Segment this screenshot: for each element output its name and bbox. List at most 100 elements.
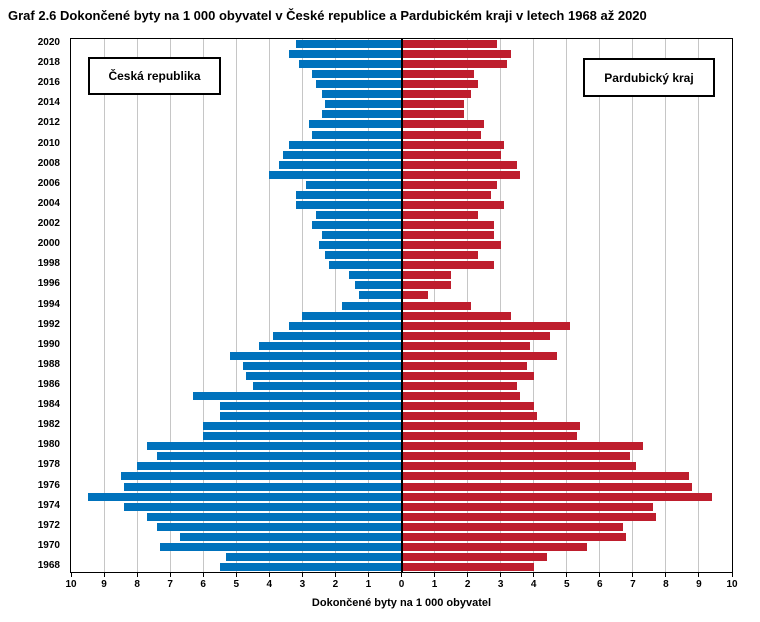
bar-pk-1975 xyxy=(401,492,713,501)
bar-pk-1971 xyxy=(401,532,627,541)
x-tick-mark xyxy=(235,573,237,577)
bar-pk-1974 xyxy=(401,502,653,511)
x-tick-label: 10 xyxy=(65,579,77,590)
x-tick-mark xyxy=(367,573,369,577)
x-tick-label: 9 xyxy=(696,579,702,590)
bar-pk-1988 xyxy=(401,361,528,370)
bar-cz-1975 xyxy=(87,492,402,501)
bar-cz-2009 xyxy=(282,150,402,159)
x-tick-label: 6 xyxy=(200,579,206,590)
bar-cz-2013 xyxy=(322,110,402,119)
bar-cz-2010 xyxy=(289,140,402,149)
bar-cz-1969 xyxy=(226,552,402,561)
bar-cz-1971 xyxy=(180,532,402,541)
bar-cz-1977 xyxy=(120,472,402,481)
x-tick-label: 2 xyxy=(332,579,339,590)
legend-box-pardubicky-kraj: Pardubický kraj xyxy=(583,58,715,97)
bar-cz-1978 xyxy=(137,462,402,471)
bar-pk-1985 xyxy=(401,392,521,400)
x-tick-label: 8 xyxy=(663,579,669,590)
chart-title: Graf 2.6 Dokončené byty na 1 000 obyvate… xyxy=(8,8,647,23)
x-tick-label: 0 xyxy=(398,579,405,590)
bar-cz-1997 xyxy=(348,271,402,280)
year-label-1984: 1984 xyxy=(37,399,60,411)
bar-pk-2014 xyxy=(401,100,465,109)
bar-pk-2005 xyxy=(401,190,491,199)
x-tick-label: 6 xyxy=(597,579,603,590)
bar-pk-1976 xyxy=(401,482,693,491)
x-tick-mark xyxy=(202,573,204,577)
bar-pk-1968 xyxy=(401,562,534,571)
bar-pk-1994 xyxy=(401,301,471,310)
bar-pk-2008 xyxy=(401,160,518,169)
bar-cz-2000 xyxy=(318,241,402,250)
x-tick-mark xyxy=(334,573,336,577)
x-tick-label: 3 xyxy=(299,579,306,590)
bar-pk-2016 xyxy=(401,80,478,89)
x-tick-mark xyxy=(500,573,502,577)
bar-pk-2007 xyxy=(401,170,521,179)
bar-cz-1986 xyxy=(252,381,402,390)
year-label-2010: 2010 xyxy=(37,137,60,149)
year-label-2004: 2004 xyxy=(37,197,60,209)
year-label-1968: 1968 xyxy=(37,559,60,571)
bar-pk-2009 xyxy=(401,150,501,159)
bar-pk-1996 xyxy=(401,281,452,290)
bar-pk-1978 xyxy=(401,462,637,471)
year-label-2014: 2014 xyxy=(37,97,60,109)
x-tick-label: 5 xyxy=(233,579,240,590)
year-label-2012: 2012 xyxy=(37,117,60,129)
x-tick-label: 8 xyxy=(134,579,140,590)
bar-cz-1994 xyxy=(342,301,402,310)
bar-pk-2011 xyxy=(401,130,481,139)
bar-cz-1999 xyxy=(325,251,402,260)
x-tick-mark xyxy=(566,573,568,577)
x-tick-label: 2 xyxy=(464,579,471,590)
bar-cz-2002 xyxy=(312,221,402,230)
bar-pk-2019 xyxy=(401,50,511,59)
bar-pk-1991 xyxy=(401,331,551,340)
x-tick-mark xyxy=(467,573,469,577)
x-tick-label: 1 xyxy=(365,579,372,590)
bar-pk-1993 xyxy=(401,311,511,320)
x-tick-label: 4 xyxy=(266,579,273,590)
bar-cz-1980 xyxy=(147,442,402,451)
bar-cz-2019 xyxy=(289,50,402,59)
bar-pk-2003 xyxy=(401,210,478,219)
bar-cz-2005 xyxy=(295,190,402,199)
year-label-2000: 2000 xyxy=(37,238,60,250)
bar-pk-1992 xyxy=(401,321,571,330)
x-tick-mark xyxy=(268,573,270,577)
year-label-1996: 1996 xyxy=(37,278,60,290)
bar-cz-1983 xyxy=(219,412,402,421)
zero-axis-line xyxy=(400,39,403,572)
gridline xyxy=(136,39,138,572)
x-tick-mark xyxy=(533,573,535,577)
x-axis-tick-labels: 10 9 8 7 6 5 4 3 2 1 0 1 2 3 4 5 6 7 8 9 10 xyxy=(65,579,737,591)
x-tick-mark xyxy=(665,573,667,577)
x-tick-label: 4 xyxy=(530,579,537,590)
bar-cz-1981 xyxy=(203,432,402,441)
x-tick-label: 5 xyxy=(563,579,570,590)
gridline xyxy=(169,39,171,572)
gridline xyxy=(334,39,336,572)
bar-pk-1987 xyxy=(401,371,534,380)
year-label-1988: 1988 xyxy=(37,358,60,370)
legend-label-pk: Pardubický kraj xyxy=(604,70,694,85)
year-label-1998: 1998 xyxy=(37,258,60,270)
year-label-1978: 1978 xyxy=(37,459,60,471)
bar-cz-1990 xyxy=(259,341,402,350)
year-label-1974: 1974 xyxy=(37,499,60,511)
x-tick-label: 3 xyxy=(497,579,504,590)
bar-cz-1987 xyxy=(246,371,402,380)
bar-cz-1979 xyxy=(156,452,402,461)
bar-cz-2017 xyxy=(312,70,402,79)
gridline xyxy=(500,39,502,572)
bar-cz-1976 xyxy=(123,482,402,491)
bar-cz-1984 xyxy=(219,402,402,411)
bar-cz-2007 xyxy=(269,170,402,179)
gridline xyxy=(665,39,667,572)
bar-pk-1989 xyxy=(401,351,557,360)
x-tick-mark xyxy=(401,573,402,577)
